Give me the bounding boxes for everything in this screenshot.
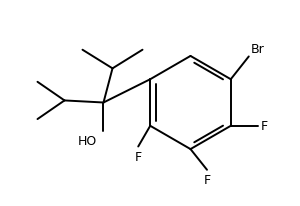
Text: F: F [203, 173, 211, 186]
Text: F: F [261, 120, 268, 133]
Text: F: F [135, 150, 142, 163]
Text: HO: HO [78, 134, 98, 147]
Text: Br: Br [250, 43, 264, 56]
